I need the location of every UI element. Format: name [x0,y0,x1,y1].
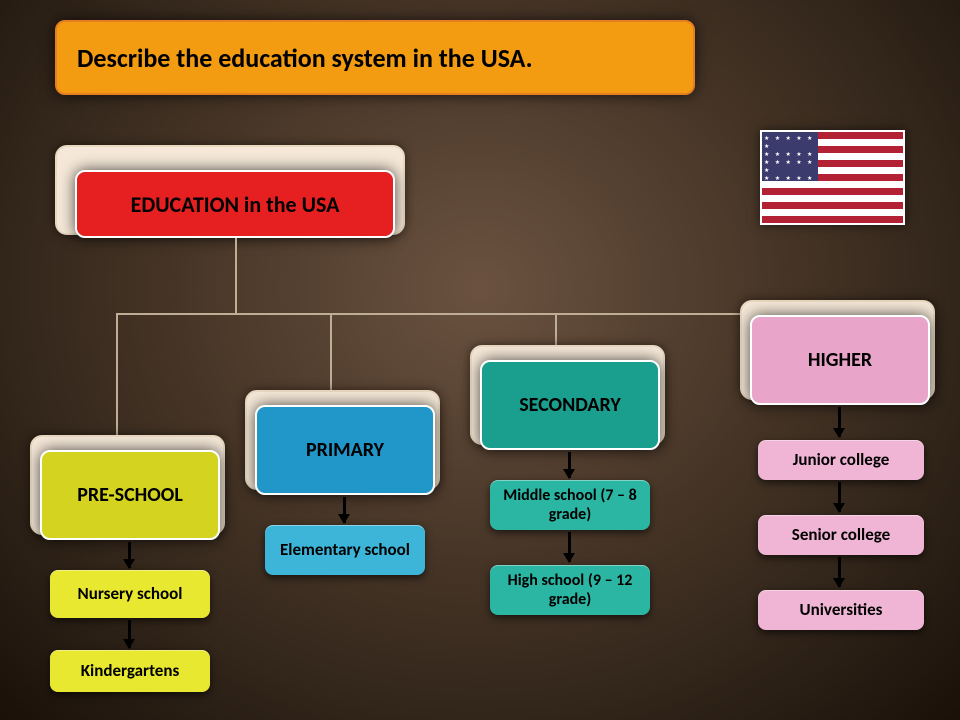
secondary-arrow-0 [568,452,571,478]
primary-box: PRIMARY [255,405,435,495]
secondary-child-1: High school (9 – 12 grade) [490,565,650,615]
title-box: Describe the education system in the USA… [55,20,695,95]
higher-arrow-1 [838,482,841,512]
secondary-child-0: Middle school (7 – 8 grade) [490,480,650,530]
higher-child-1: Senior college [758,515,924,555]
higher-child-0: Junior college [758,440,924,480]
primary-child-0: Elementary school [265,525,425,575]
preschool-arrow-1 [128,620,131,648]
preschool-box: PRE-SCHOOL [40,450,220,540]
secondary-arrow-1 [568,532,571,562]
higher-arrow-0 [838,407,841,437]
root-box: EDUCATION in the USA [75,170,395,238]
usa-flag-icon: ★ ★ ★ ★ ★ ★★ ★ ★ ★ ★★ ★ ★ ★ ★ ★★ ★ ★ ★ ★… [760,130,905,225]
primary-arrow-0 [343,497,346,523]
title-text: Describe the education system in the USA… [77,42,533,74]
preschool-child-0: Nursery school [50,570,210,618]
root-text: EDUCATION in the USA [131,191,340,218]
secondary-box: SECONDARY [480,360,660,450]
higher-arrow-2 [838,557,841,587]
higher-child-2: Universities [758,590,924,630]
higher-box: HIGHER [750,315,930,405]
preschool-child-1: Kindergartens [50,650,210,692]
preschool-arrow-0 [128,542,131,568]
